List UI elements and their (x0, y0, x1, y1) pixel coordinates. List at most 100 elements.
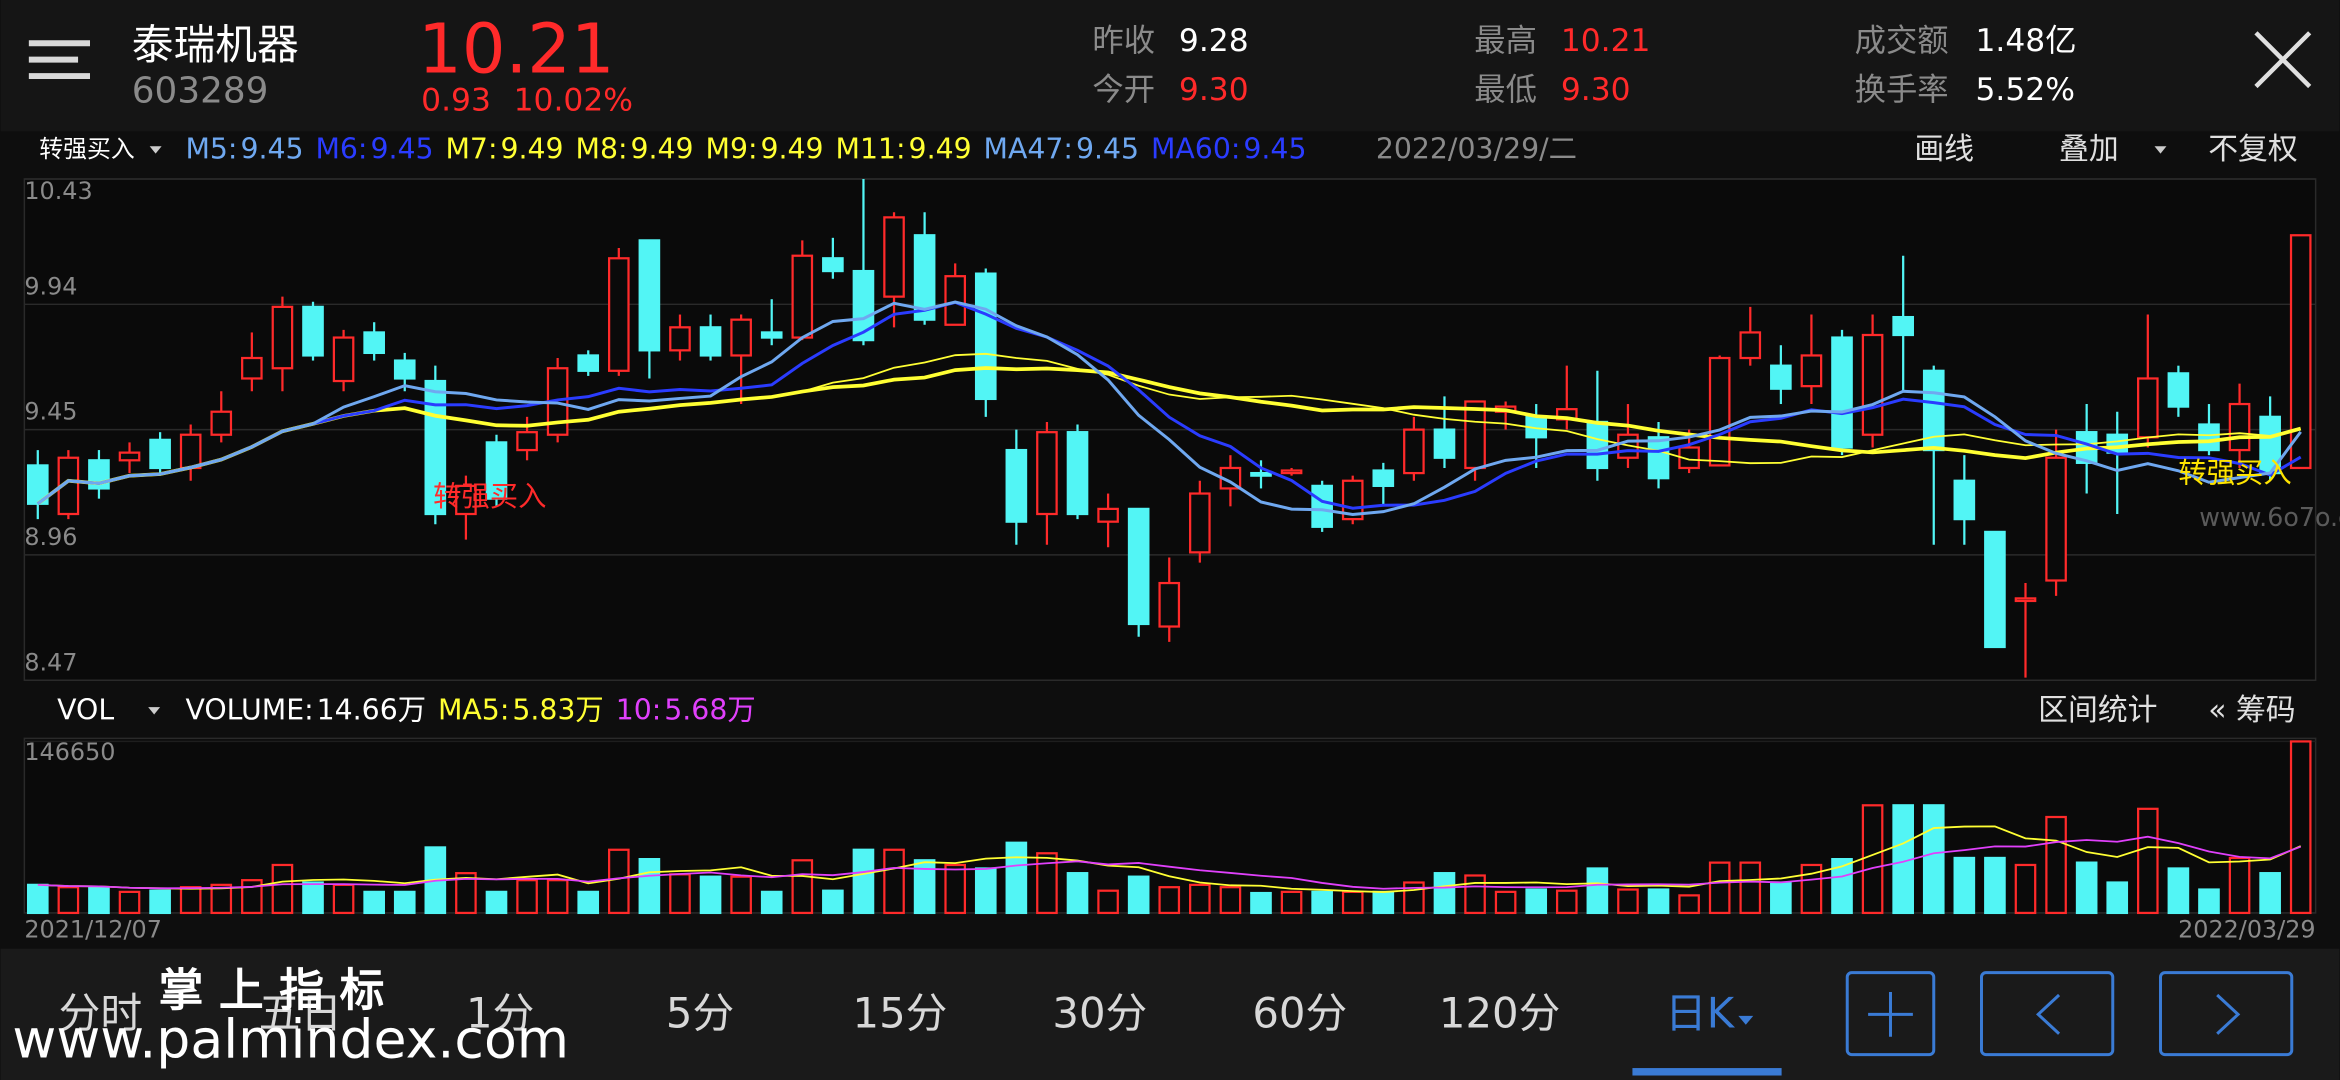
volume-bar (1005, 841, 1028, 915)
action[interactable]: 画线 (1914, 132, 1974, 167)
y-tick-label: 8.96 (24, 523, 77, 551)
volume-bar (118, 890, 141, 915)
volume-bar (2137, 807, 2159, 915)
candle-body (455, 484, 477, 516)
tab[interactable]: 60分 (1252, 988, 1347, 1037)
candle-body (1127, 507, 1150, 626)
ma-line (37, 825, 2302, 893)
tab[interactable]: 120分 (1439, 988, 1560, 1037)
candle-chart: 10.43 9.94 9.45 8.96 8.47 146650 2021/12/07 202… (24, 177, 2316, 943)
volume-bar (1831, 857, 1853, 915)
volume-bar (88, 886, 110, 915)
volume-bar (1341, 890, 1364, 915)
tab[interactable]: 日K (1665, 988, 1736, 1037)
volume-bar (669, 873, 691, 915)
tab-underline (1632, 1068, 1782, 1076)
volume-bar (1617, 888, 1639, 915)
volume-bar (1464, 874, 1486, 915)
menu-icon[interactable] (28, 40, 91, 80)
volume-bar (516, 879, 538, 915)
volume-bar (974, 867, 997, 915)
overlay-brand: 掌 上 指 标 (159, 963, 385, 1016)
zoom-in-button[interactable] (1845, 971, 1936, 1057)
volume-bar (1189, 883, 1211, 915)
action[interactable]: 区间统计 (2038, 693, 2157, 728)
candle-body (1984, 530, 2006, 649)
ma-line (37, 352, 2301, 505)
volume-bar (1647, 888, 1670, 915)
candle-body (2198, 423, 2220, 452)
candle-body (210, 410, 233, 436)
action[interactable]: 不复权 (2208, 132, 2297, 167)
legend-label: M8: (576, 133, 628, 166)
candle-body (607, 257, 630, 372)
candle-body (913, 234, 936, 321)
candle-body (271, 305, 294, 370)
volume-bar (2106, 881, 2129, 915)
dropdown-arrow (149, 146, 162, 154)
volume-bar (1984, 856, 2006, 915)
candle-body (1372, 469, 1395, 487)
candle-body (791, 254, 814, 339)
volume-bar (2289, 740, 2312, 915)
candle-body (760, 331, 783, 339)
volume-bar (791, 859, 814, 915)
candle-body (1066, 431, 1089, 516)
legend-label: M5: (185, 133, 237, 166)
volume-bar (332, 883, 355, 915)
volume-bar (1739, 861, 1762, 915)
volume-bar (57, 886, 80, 915)
volume-bar (913, 859, 936, 915)
legend-label: MA60: (1151, 133, 1240, 166)
tab[interactable]: 15分 (853, 988, 948, 1037)
volume-bar (2259, 872, 2281, 915)
volume-bar (2045, 815, 2067, 915)
overlay-url: www.palmindex.com (12, 1007, 569, 1070)
volume-bar (302, 881, 324, 915)
volume-bar (730, 875, 752, 915)
volume-bar (1311, 890, 1333, 915)
next-icon (2216, 993, 2241, 1035)
close-button[interactable] (2254, 31, 2312, 89)
tab[interactable]: 1分 (466, 988, 534, 1037)
prev-button[interactable] (1980, 971, 2115, 1057)
volume-bar (1097, 889, 1119, 915)
x-tick-label: 2021/12/07 (24, 915, 162, 943)
indicator-selector[interactable]: 转强买入 (39, 135, 134, 163)
legend-value: 9.45 (370, 133, 433, 166)
volume-bar (1250, 891, 1272, 915)
candle-body (669, 326, 691, 352)
volume-bar (1372, 890, 1395, 915)
candle-body (241, 356, 263, 380)
y-tick-label: 146650 (24, 738, 115, 766)
legend-value: 5.83万 (512, 694, 603, 727)
y-tick-label: 8.47 (24, 648, 77, 676)
action[interactable]: 叠加 (2059, 132, 2119, 167)
candle-body (1036, 431, 1058, 516)
tab[interactable]: 30分 (1052, 988, 1147, 1037)
volume-bar (546, 879, 569, 915)
action[interactable]: « 筹码 (2208, 693, 2295, 728)
tab[interactable]: 5分 (666, 988, 734, 1037)
candle-body (2014, 597, 2037, 603)
legend-value: 14.66万 (317, 694, 426, 727)
candle-body (1739, 331, 1762, 360)
next-button[interactable] (2159, 971, 2294, 1057)
tab[interactable]: 五日 (259, 988, 343, 1037)
candle-body (26, 464, 49, 505)
tab[interactable]: 分时 (59, 988, 143, 1037)
ma-line (36, 300, 2302, 510)
candle-body (1831, 336, 1853, 449)
stat-value: 9.28 (1179, 23, 1249, 59)
volume-selector[interactable]: VOL (57, 694, 114, 727)
legend-value: 9.49 (761, 133, 824, 166)
legend-label: M6: (315, 133, 367, 166)
candle-body (1892, 315, 1914, 337)
candle-body (332, 336, 355, 383)
candle-body (485, 441, 508, 500)
candle-body (302, 305, 324, 357)
volume-bar (2167, 867, 2190, 915)
cursor-date: 2022/03/29/二 (1376, 133, 1577, 166)
change-pct: 10.02% (514, 82, 633, 118)
